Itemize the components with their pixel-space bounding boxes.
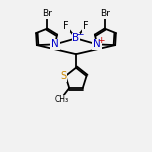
Text: +: +: [98, 36, 105, 45]
Text: F: F: [83, 21, 89, 31]
Text: N: N: [51, 39, 59, 49]
Text: Br: Br: [100, 9, 110, 18]
Text: CH₃: CH₃: [55, 95, 69, 104]
Text: Br: Br: [42, 9, 52, 18]
Text: N: N: [93, 39, 101, 49]
Text: S: S: [61, 71, 67, 81]
Text: F: F: [63, 21, 69, 31]
Text: B: B: [73, 33, 79, 43]
Text: −: −: [76, 30, 84, 39]
